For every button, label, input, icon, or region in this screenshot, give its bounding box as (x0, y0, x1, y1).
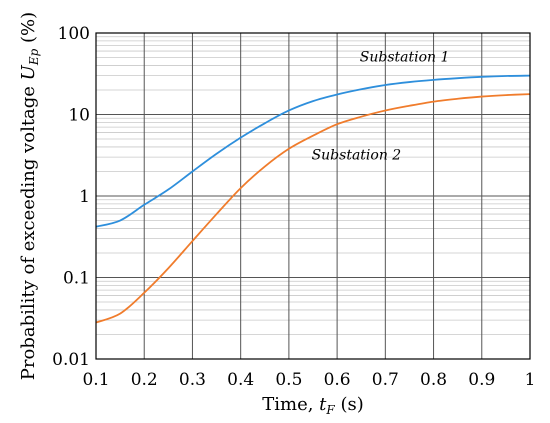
y-axis-title-sub: Ep (27, 48, 41, 66)
annotation-layer: Substation 1 Substation 2 (312, 49, 450, 163)
series-annotation-1: Substation 1 (360, 49, 450, 65)
x-tick-label: 0.2 (131, 370, 158, 390)
x-axis-title: Time, tF (s) (262, 394, 364, 417)
plot-frame (95, 32, 531, 360)
x-tick-label: 0.7 (372, 370, 399, 390)
x-tick-label: 0.9 (468, 370, 495, 390)
series-annotation-2: Substation 2 (312, 148, 402, 164)
y-tick-label: 1 (79, 187, 90, 207)
y-axis-title: Probability of exceeding voltage UEp (%) (18, 12, 41, 380)
x-axis-title-sub: F (325, 403, 335, 417)
x-tick-label: 0.5 (275, 370, 302, 390)
y-tick-label: 0.1 (63, 269, 90, 289)
y-axis-title-var: U (18, 64, 39, 80)
y-tick-label: 0.01 (52, 350, 90, 370)
x-axis-title-var: t (319, 394, 327, 415)
x-tick-label: 0.6 (324, 370, 351, 390)
x-tick-label: 0.4 (227, 370, 254, 390)
y-tick-label: 10 (68, 106, 90, 126)
series-line-1 (95, 74, 531, 228)
x-axis-title-prefix: Time, (262, 394, 319, 415)
x-tick-label: 1 (525, 370, 536, 390)
y-tick-label: 100 (58, 24, 90, 44)
series-layer (95, 74, 531, 324)
x-tick-label: 0.8 (420, 370, 447, 390)
y-axis-title-suffix: (%) (18, 12, 39, 49)
y-axis-title-prefix: Probability of exceeding voltage (18, 80, 39, 380)
x-tick-label: 0.1 (82, 370, 109, 390)
x-axis-title-suffix: (s) (335, 394, 364, 415)
series-line-2 (95, 93, 531, 324)
tick-labels: 0.1 0.2 0.3 0.4 0.5 0.6 0.7 0.8 0.9 10.010.111010… (52, 24, 535, 390)
x-tick-label: 0.3 (179, 370, 206, 390)
grid (95, 32, 531, 360)
